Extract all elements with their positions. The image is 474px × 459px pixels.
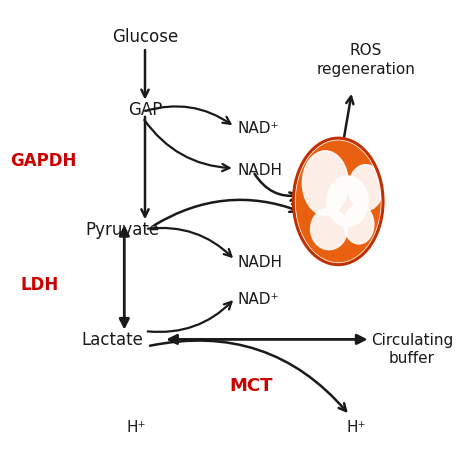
Text: LDH: LDH — [20, 275, 58, 294]
Ellipse shape — [293, 139, 383, 265]
Ellipse shape — [348, 165, 383, 211]
Text: H⁺: H⁺ — [347, 420, 366, 434]
Text: NAD⁺: NAD⁺ — [237, 121, 279, 136]
Text: Pyruvate: Pyruvate — [85, 220, 159, 239]
Ellipse shape — [296, 141, 381, 263]
Text: NAD⁺: NAD⁺ — [237, 291, 279, 306]
Text: Circulating
buffer: Circulating buffer — [371, 332, 453, 366]
Ellipse shape — [344, 205, 374, 244]
Text: Lactate: Lactate — [82, 330, 144, 349]
Text: H⁺: H⁺ — [126, 420, 146, 434]
Text: NADH: NADH — [237, 254, 282, 269]
Text: NADH: NADH — [237, 162, 282, 177]
Text: GAPDH: GAPDH — [10, 151, 77, 170]
Ellipse shape — [310, 209, 347, 250]
Text: GAP: GAP — [128, 101, 162, 119]
Ellipse shape — [302, 151, 348, 216]
Ellipse shape — [327, 177, 368, 227]
Text: MCT: MCT — [229, 376, 273, 395]
Text: ROS
regeneration: ROS regeneration — [316, 43, 415, 77]
Text: Glucose: Glucose — [112, 28, 178, 46]
